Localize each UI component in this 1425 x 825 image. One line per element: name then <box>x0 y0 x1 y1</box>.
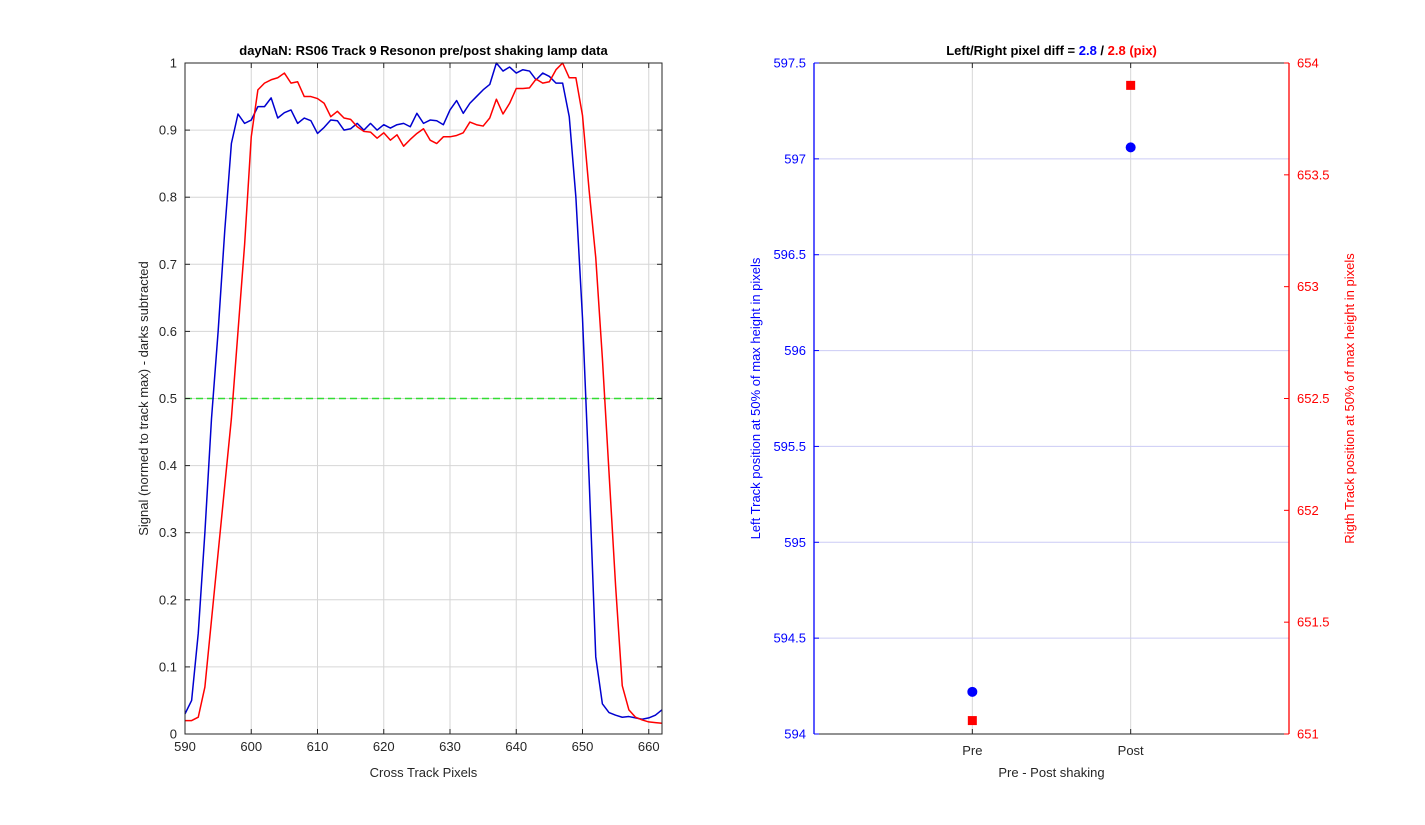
x-tick-label: 630 <box>439 739 461 754</box>
x-tick-label: 610 <box>307 739 329 754</box>
y-tick-label: 0.9 <box>159 123 177 138</box>
y-right-axis-label: Rigth Track position at 50% of max heigh… <box>1342 253 1357 544</box>
chart-title: dayNaN: RS06 Track 9 Resonon pre/post sh… <box>239 43 608 58</box>
series-line-2 <box>185 62 663 725</box>
left-point-post <box>1125 142 1136 153</box>
chart-right-scatter: Pre Post 594 594.5 595 595.5 596 596.5 597 597.5 6… <box>748 43 1357 780</box>
y-left-tick-label: 594 <box>784 727 806 742</box>
x-tick-label: 590 <box>174 739 196 754</box>
y-tick-label: 0.7 <box>159 257 177 272</box>
chart-title: Left/Right pixel diff = 2.8 / 2.8 (pix) <box>946 43 1157 58</box>
y-left-tick-label: 596 <box>784 343 806 358</box>
x-tick-label: 600 <box>240 739 262 754</box>
title-part: 2.8 (pix) <box>1108 43 1157 58</box>
y-tick-label: 0.2 <box>159 592 177 607</box>
y-left-tick-label: 595 <box>784 535 806 550</box>
y-tick-label: 0.3 <box>159 525 177 540</box>
x-tick-label: 650 <box>572 739 594 754</box>
x-tick-label: 620 <box>373 739 395 754</box>
y-left-tick-label: 597 <box>784 151 806 166</box>
y-right-tick-label: 653.5 <box>1297 167 1330 182</box>
y-tick-label: 0.5 <box>159 391 177 406</box>
x-axis-label: Pre - Post shaking <box>998 765 1104 780</box>
y-right-tick-label: 651 <box>1297 727 1319 742</box>
y-left-tick-label: 596.5 <box>773 247 806 262</box>
y-right-tick-label: 653 <box>1297 279 1319 294</box>
y-left-tick-label: 594.5 <box>773 631 806 646</box>
y-tick-label: 0.6 <box>159 324 177 339</box>
y-tick-label: 0.4 <box>159 458 177 473</box>
y-left-tick-label: 595.5 <box>773 439 806 454</box>
y-axis-label: Signal (normed to track max) - darks sub… <box>136 261 151 536</box>
x-axis-label: Cross Track Pixels <box>370 765 478 780</box>
title-part: Left/Right pixel diff = <box>946 43 1079 58</box>
y-left-tick-label: 597.5 <box>773 56 806 71</box>
right-point-pre <box>967 716 977 726</box>
y-tick-label: 0 <box>170 727 177 742</box>
x-tick-label: 640 <box>505 739 527 754</box>
x-tick-label: Post <box>1118 743 1144 758</box>
y-right-tick-label: 652 <box>1297 503 1319 518</box>
title-part: / <box>1097 43 1108 58</box>
y-tick-label: 0.8 <box>159 190 177 205</box>
chart-left-line: 590 600 610 620 630 640 650 660 0 0.1 0.2 0.3 0.4 0.5… <box>136 43 663 780</box>
x-tick-label: Pre <box>962 743 982 758</box>
y-tick-label: 1 <box>170 56 177 71</box>
y-tick-label: 0.1 <box>159 659 177 674</box>
right-point-post <box>1126 80 1136 90</box>
y-left-axis-label: Left Track position at 50% of max height… <box>748 257 763 539</box>
x-tick-label: 660 <box>638 739 660 754</box>
series-line-1 <box>184 62 663 720</box>
title-part: 2.8 <box>1079 43 1097 58</box>
y-right-tick-label: 652.5 <box>1297 391 1330 406</box>
left-point-pre <box>967 686 978 697</box>
y-right-tick-label: 651.5 <box>1297 615 1330 630</box>
y-right-tick-label: 654 <box>1297 56 1319 71</box>
